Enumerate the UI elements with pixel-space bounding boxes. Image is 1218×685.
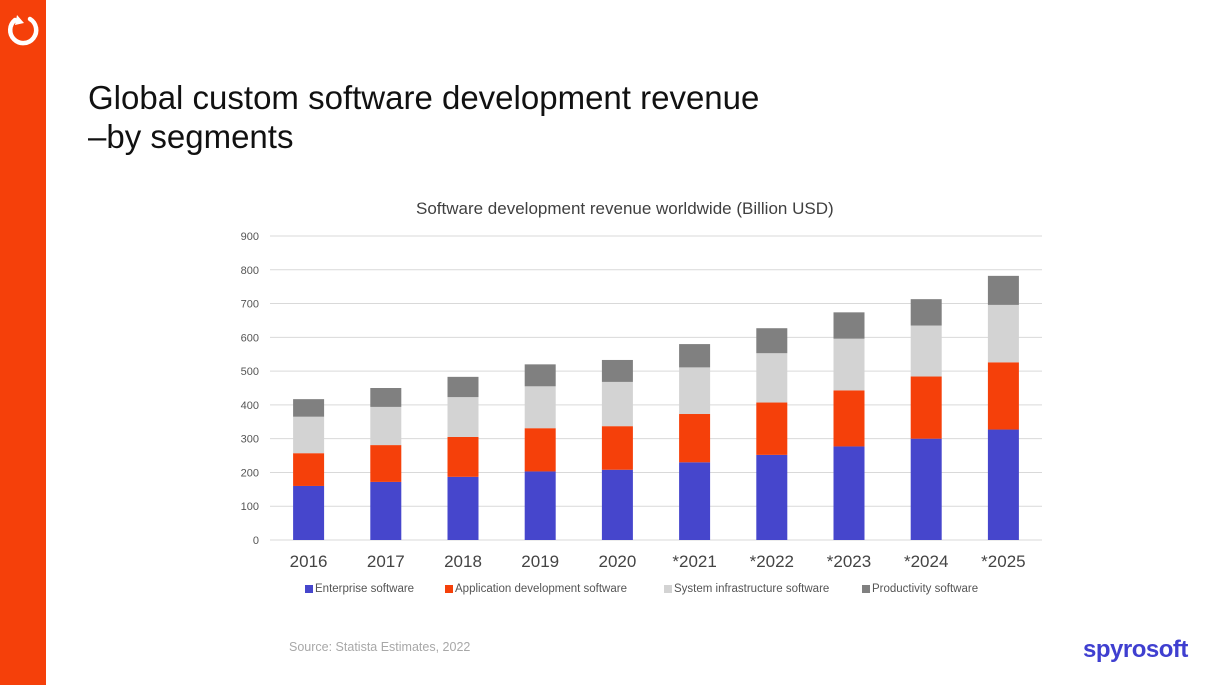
legend-label: System infrastructure software [674, 583, 830, 595]
bar-segment [293, 485, 325, 540]
bar-segment [987, 362, 1019, 430]
legend-label: Productivity software [872, 583, 979, 595]
bar-segment [910, 376, 942, 439]
legend-swatch [445, 585, 453, 593]
slide-title: Global custom software development reven… [88, 78, 759, 156]
y-tick-label: 300 [241, 434, 259, 446]
y-tick-label: 200 [241, 467, 259, 479]
bar-segment [293, 453, 325, 486]
brand-logo: spyrosoft [1083, 636, 1188, 663]
bar-segment [679, 414, 711, 463]
bar-segment [833, 446, 865, 540]
bar-segment [601, 359, 633, 382]
bar-segment [447, 436, 479, 477]
legend-item: Application development software [445, 583, 627, 595]
bar-segment [370, 388, 402, 407]
chart-title: Software development revenue worldwide (… [416, 199, 834, 218]
y-tick-label: 100 [241, 501, 259, 513]
x-tick-label: 2019 [521, 552, 559, 571]
bar-segment [447, 397, 479, 437]
bar-segment [524, 471, 556, 540]
bar-segment [987, 429, 1019, 540]
legend-swatch [862, 585, 870, 593]
legend-label: Enterprise software [315, 583, 415, 595]
bar-segment [833, 338, 865, 391]
x-tick-label: 2016 [290, 552, 328, 571]
slide-title-line1: Global custom software development reven… [88, 79, 760, 116]
bar-segment [524, 386, 556, 429]
y-tick-label: 800 [241, 265, 259, 277]
x-tick-label: *2025 [981, 552, 1025, 571]
bar-segment [601, 426, 633, 470]
bar-segment [447, 376, 479, 398]
x-tick-label: *2023 [827, 552, 871, 571]
x-tick-label: 2018 [444, 552, 482, 571]
source-note: Source: Statista Estimates, 2022 [289, 640, 471, 654]
bar-segment [833, 390, 865, 447]
bar-segment [293, 399, 325, 417]
bar-segment [756, 454, 788, 540]
bar-segment [524, 428, 556, 472]
y-tick-label: 500 [241, 366, 259, 378]
bar-segment [370, 406, 402, 446]
legend-label: Application development software [455, 583, 627, 595]
bar-segment [987, 304, 1019, 363]
bar-segment [833, 312, 865, 339]
bar-segment [524, 364, 556, 387]
bar-segment [910, 299, 942, 326]
bar-segment [756, 328, 788, 354]
refresh-arrow-icon [7, 15, 39, 46]
legend-item: Enterprise software [305, 583, 414, 595]
y-tick-label: 0 [253, 535, 259, 547]
x-tick-label: *2021 [672, 552, 716, 571]
y-tick-label: 900 [241, 231, 259, 243]
legend-swatch [305, 585, 313, 593]
bar-segment [370, 445, 402, 482]
y-tick-label: 600 [241, 332, 259, 344]
x-tick-label: *2022 [750, 552, 794, 571]
x-tick-label: 2017 [367, 552, 405, 571]
sidebar-accent [0, 0, 46, 685]
y-tick-label: 400 [241, 400, 259, 412]
bar-segment [447, 476, 479, 540]
bar-segment [987, 275, 1019, 305]
bar-segment [679, 462, 711, 540]
slide-title-line2: –by segments [88, 118, 294, 155]
legend-item: System infrastructure software [664, 583, 829, 595]
bar-segment [293, 416, 325, 454]
bar-segment [601, 469, 633, 540]
bar-segment [679, 367, 711, 415]
bar-segment [756, 353, 788, 403]
x-tick-label: 2020 [598, 552, 636, 571]
y-tick-label: 700 [241, 299, 259, 311]
bar-segment [601, 381, 633, 427]
bar-segment [679, 344, 711, 368]
legend-item: Productivity software [862, 583, 978, 595]
bar-segment [370, 481, 402, 540]
legend-swatch [664, 585, 672, 593]
x-tick-label: *2024 [904, 552, 948, 571]
bar-segment [756, 402, 788, 455]
bar-segment [910, 325, 942, 377]
bar-segment [910, 438, 942, 540]
